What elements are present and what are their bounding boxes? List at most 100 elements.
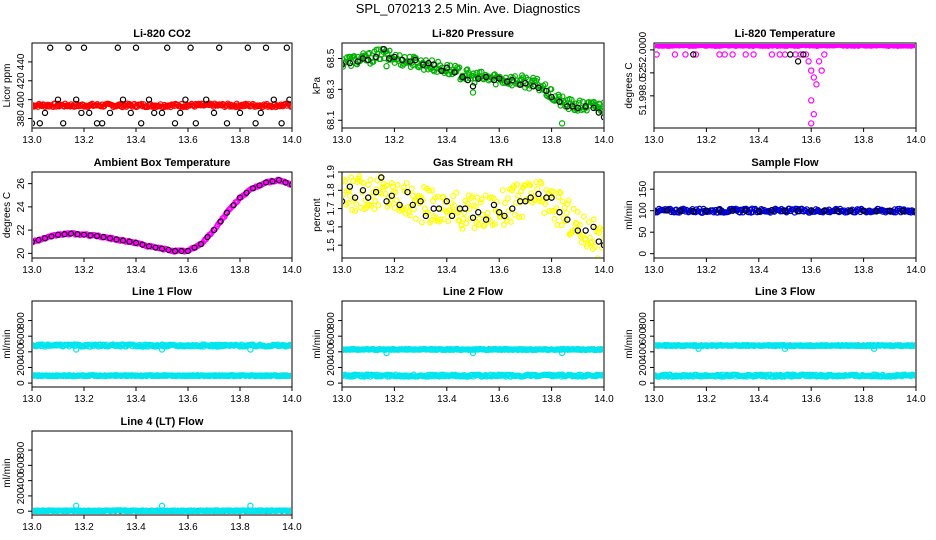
data-point: [437, 216, 444, 223]
y-tick-label: 600: [16, 327, 27, 344]
data-point: [54, 231, 62, 238]
y-axis-label: ml/min: [2, 329, 13, 358]
data-point: [585, 218, 592, 225]
chart-title: Li-820 Temperature: [735, 28, 836, 40]
series-samples: [33, 177, 291, 255]
plot-frame: [653, 171, 917, 259]
data-point: [447, 206, 454, 213]
data-point: [262, 44, 270, 51]
data-point: [378, 190, 385, 197]
data-point: [354, 179, 361, 186]
data-point: [469, 83, 477, 90]
data-point: [509, 205, 516, 212]
data-point: [587, 239, 594, 246]
data-point: [202, 96, 210, 103]
data-point: [191, 244, 198, 251]
x-tick-label: 13.2: [74, 135, 94, 146]
data-point: [527, 182, 534, 189]
data-point: [262, 179, 270, 186]
data-point: [404, 188, 411, 196]
data-point: [119, 237, 127, 244]
data-point: [396, 201, 403, 209]
data-point: [599, 226, 603, 233]
data-point: [351, 194, 359, 201]
data-point: [247, 502, 254, 510]
data-point: [365, 50, 372, 57]
data-point: [564, 216, 571, 223]
data-point: [558, 349, 566, 357]
data-point: [383, 198, 390, 205]
data-point: [913, 373, 915, 380]
x-tick-label: 13.6: [801, 265, 821, 276]
data-point: [420, 184, 427, 191]
data-point: [552, 208, 559, 215]
data-point: [558, 120, 566, 127]
data-point: [590, 104, 597, 112]
x-tick-label: 13.4: [437, 265, 457, 276]
data-point: [380, 45, 388, 53]
data-point: [429, 187, 436, 194]
series-band: [33, 507, 291, 514]
data-point: [343, 191, 347, 198]
chart-title: Gas Stream RH: [433, 157, 513, 169]
data-point: [556, 189, 563, 196]
data-point: [522, 79, 529, 87]
chart-title: Line 2 Flow: [443, 286, 503, 298]
data-point: [599, 258, 604, 263]
data-point: [870, 345, 878, 352]
data-point: [41, 109, 49, 117]
data-point: [137, 120, 145, 127]
y-axis-label: degrees C: [624, 62, 635, 108]
data-point: [365, 56, 372, 64]
data-point: [80, 231, 88, 238]
data-point: [93, 232, 101, 239]
data-point: [421, 205, 428, 212]
y-tick-label: 100: [638, 202, 649, 219]
x-tick-label: 14.0: [906, 135, 926, 146]
y-tick-label: 400: [16, 91, 27, 108]
data-point: [448, 212, 456, 220]
y-tick-label: 68.3: [326, 79, 337, 99]
data-point: [469, 214, 477, 221]
data-point: [574, 227, 582, 234]
chart-marks: [655, 205, 915, 216]
data-point: [821, 51, 828, 58]
x-tick-label: 13.2: [74, 265, 94, 276]
series-lower-band: [655, 371, 915, 380]
data-point: [519, 213, 526, 220]
plot-frame: [31, 171, 293, 259]
data-point: [520, 74, 527, 81]
data-point: [67, 230, 75, 237]
data-point: [47, 44, 54, 51]
chart-marks: [33, 44, 291, 127]
y-axis-label: ml/min: [312, 329, 323, 358]
series-spikes: [33, 502, 254, 514]
series-upper-dips: [655, 342, 878, 352]
data-point: [599, 371, 603, 378]
series-upper-band: [655, 341, 915, 350]
data-point: [595, 109, 602, 116]
data-point: [425, 187, 432, 194]
data-point: [383, 349, 390, 357]
data-point: [210, 109, 218, 117]
y-tick-label: 400: [326, 343, 337, 360]
data-point: [289, 103, 291, 110]
data-point: [178, 247, 185, 255]
data-point: [289, 341, 291, 348]
data-point: [388, 179, 395, 186]
data-point: [176, 109, 184, 117]
y-tick-label: 26: [16, 178, 27, 190]
chart-title: Li-820 CO2: [133, 28, 190, 40]
data-point: [456, 64, 463, 71]
x-tick-label: 13.8: [230, 394, 250, 405]
series-samples: [33, 44, 291, 127]
data-point: [269, 178, 276, 185]
data-point: [150, 109, 158, 117]
data-point: [692, 51, 700, 58]
data-point: [412, 215, 419, 222]
data-point: [460, 215, 467, 222]
data-point: [563, 209, 570, 216]
x-tick-label: 13.4: [749, 135, 769, 146]
data-point: [158, 109, 166, 117]
data-point: [171, 247, 179, 255]
